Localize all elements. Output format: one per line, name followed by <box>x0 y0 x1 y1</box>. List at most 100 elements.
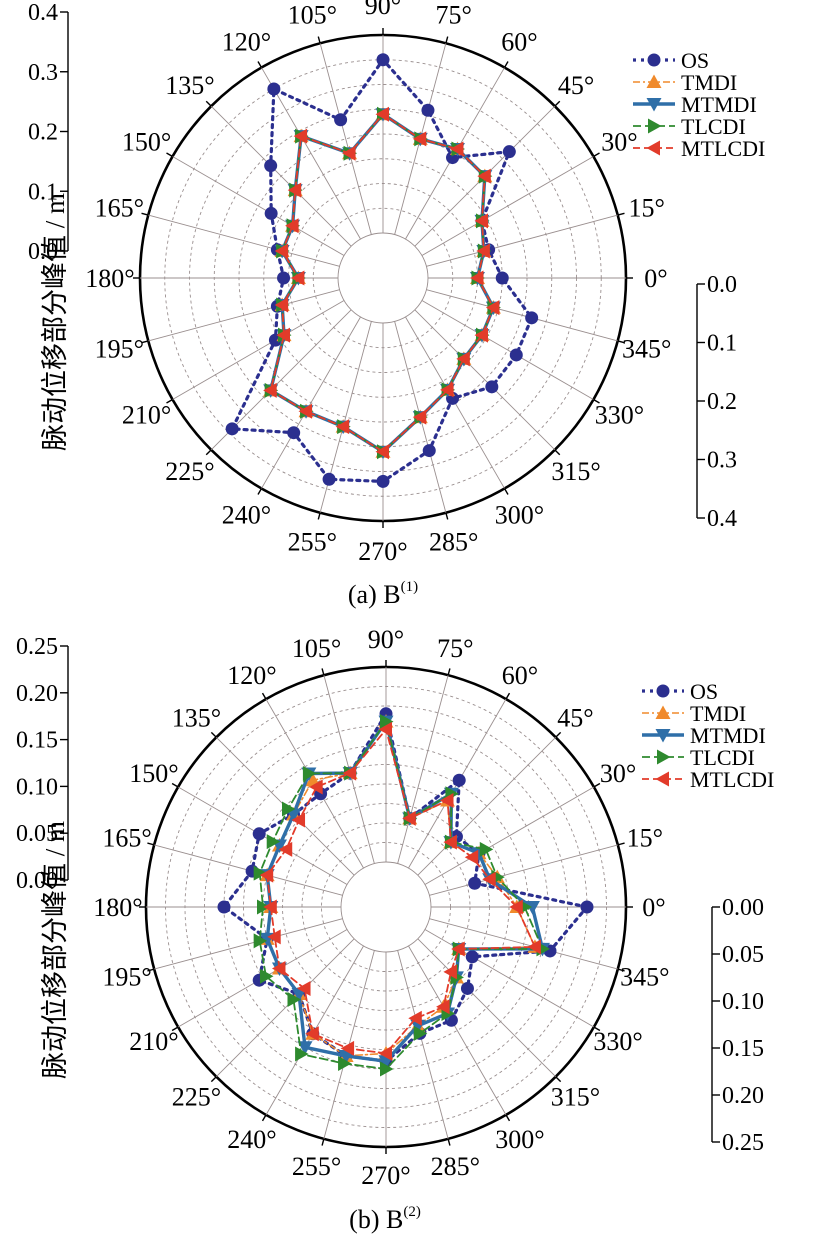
data-point-mtlcdi <box>375 106 389 122</box>
data-point-mtlcdi <box>476 243 490 259</box>
grid-ring <box>337 232 429 324</box>
panel-b-series <box>217 707 594 1077</box>
data-point-os <box>287 426 301 440</box>
legend-label: MTLCDI <box>681 136 765 161</box>
angle-label: 255° <box>288 528 337 557</box>
angle-label: 135° <box>172 703 221 732</box>
data-point-os <box>422 444 436 458</box>
data-point-mtlcdi <box>290 270 305 286</box>
angle-tick <box>171 1026 179 1032</box>
radial-tick-label-lower: 0.00 <box>722 895 764 921</box>
angle-tick <box>505 1114 511 1122</box>
radial-tick-label-lower: 0.3 <box>707 448 737 474</box>
angle-tick <box>166 398 173 404</box>
data-point-mtlcdi <box>436 999 450 1015</box>
data-point-mtlcdi <box>335 419 350 435</box>
legend-label: TLCDI <box>681 114 746 139</box>
panel-b-caption-sup: (2) <box>403 1204 421 1220</box>
data-point-mtlcdi <box>482 871 496 887</box>
data-point-os <box>322 472 336 486</box>
angle-label: 45° <box>557 703 593 732</box>
data-point-os <box>217 900 231 914</box>
angle-label: 240° <box>227 1125 276 1154</box>
legend-marker-os <box>647 53 661 67</box>
grid-spoke <box>417 938 557 1078</box>
data-point-mtlcdi <box>305 1026 319 1042</box>
radial-tick-label-upper: 0.0 <box>28 239 58 265</box>
grid-spoke <box>172 156 345 256</box>
data-point-mtlcdi <box>278 841 293 857</box>
angle-label: 315° <box>551 457 600 486</box>
data-point-os <box>468 876 482 890</box>
angle-tick <box>141 340 149 344</box>
angle-label: 30° <box>600 759 636 788</box>
angle-tick <box>593 782 601 788</box>
angle-label: 135° <box>165 71 214 100</box>
data-point-mtlcdi <box>470 270 484 286</box>
angle-tick <box>321 668 325 676</box>
data-point-os <box>376 474 390 488</box>
data-point-mtmdi <box>524 901 540 915</box>
data-point-tlcdi <box>259 968 274 984</box>
angle-tick <box>505 692 511 700</box>
legend-label: OS <box>681 48 709 73</box>
angle-label: 300° <box>495 500 544 529</box>
data-point-os <box>225 422 239 436</box>
angle-tick <box>321 1138 325 1146</box>
angle-label: 270° <box>361 1161 410 1190</box>
data-point-mtmdi <box>297 1041 313 1055</box>
data-point-os <box>485 380 499 394</box>
grid-spoke <box>148 289 340 342</box>
legend-marker-tlcdi <box>648 118 662 134</box>
data-point-mtlcdi <box>263 382 277 398</box>
angle-tick <box>617 842 625 846</box>
data-point-mtlcdi <box>267 929 281 945</box>
data-point-os <box>264 206 278 220</box>
angle-tick <box>555 1076 562 1083</box>
legend-label: TLCDI <box>690 745 755 770</box>
panel-a-series <box>225 53 539 488</box>
angle-tick <box>147 968 155 972</box>
angle-label: 210° <box>122 401 171 430</box>
panel-a-caption-sup: (1) <box>401 579 419 595</box>
grid-spoke <box>172 300 345 400</box>
data-point-tlcdi <box>295 1046 309 1062</box>
panel-b-caption-main: (b) B <box>349 1205 403 1234</box>
data-point-mtlcdi <box>340 1040 355 1056</box>
angle-label: 150° <box>122 128 171 157</box>
grid-spoke <box>426 214 618 267</box>
grid-spoke <box>210 105 352 247</box>
data-point-os <box>495 271 509 285</box>
angle-label: 105° <box>292 634 341 663</box>
legend-marker-tlcdi <box>657 749 671 765</box>
angle-tick <box>205 449 212 456</box>
legend-marker-mtmdi <box>655 729 671 743</box>
data-point-os <box>277 271 291 285</box>
radial-tick-label-upper: 0.4 <box>28 0 58 26</box>
angle-tick <box>617 968 625 972</box>
angle-label: 285° <box>429 528 478 557</box>
panel-a-angle-labels: 0° 15° 30°45° 60° 75° 90° 105° 120° 135° 150° 165°… <box>85 0 671 566</box>
data-point-mtlcdi <box>440 792 454 808</box>
radial-tick-label-lower: 0.05 <box>722 942 764 968</box>
angle-tick <box>257 61 263 68</box>
angle-tick <box>210 1076 217 1083</box>
angle-label: 255° <box>292 1152 341 1181</box>
angle-tick <box>445 512 449 520</box>
grid-spoke <box>429 918 618 970</box>
angle-tick <box>147 842 155 846</box>
grid-spoke <box>215 938 355 1078</box>
data-point-mtlcdi <box>456 351 470 367</box>
angle-tick <box>555 731 562 738</box>
data-point-mtlcdi <box>342 765 357 781</box>
grid-spoke <box>261 316 361 489</box>
angle-label: 15° <box>627 824 663 853</box>
radial-tick-label-lower: 0.4 <box>707 506 737 532</box>
grid-spoke <box>319 43 372 235</box>
angle-label: 195° <box>95 335 144 364</box>
angle-label: 225° <box>165 457 214 486</box>
angle-label: 300° <box>495 1125 544 1154</box>
legend-marker-tmdi <box>646 74 662 88</box>
data-point-os <box>376 53 390 67</box>
